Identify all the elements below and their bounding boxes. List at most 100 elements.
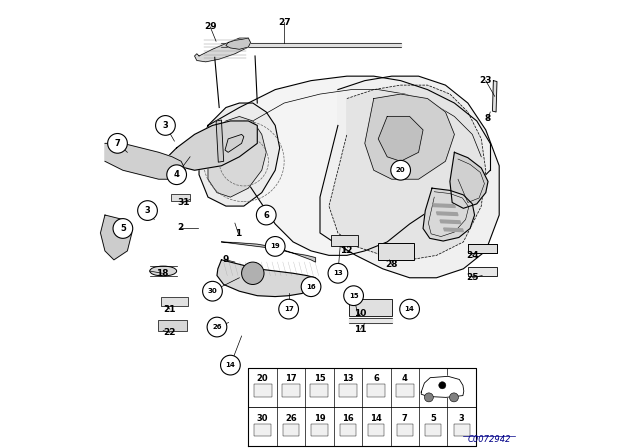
Text: C0072942: C0072942 bbox=[468, 435, 511, 444]
Text: 23: 23 bbox=[479, 76, 492, 85]
Text: 30: 30 bbox=[257, 414, 268, 423]
Polygon shape bbox=[329, 85, 486, 260]
Circle shape bbox=[439, 382, 446, 389]
Bar bbox=[468, 244, 497, 253]
Text: 12: 12 bbox=[340, 246, 352, 255]
Text: 17: 17 bbox=[285, 374, 297, 383]
Text: 31: 31 bbox=[177, 198, 189, 207]
Polygon shape bbox=[450, 152, 488, 208]
Text: 24: 24 bbox=[466, 251, 479, 260]
Bar bbox=[310, 384, 328, 397]
Circle shape bbox=[279, 299, 298, 319]
Text: 3: 3 bbox=[459, 414, 465, 423]
Text: 19: 19 bbox=[270, 243, 280, 250]
Text: 9: 9 bbox=[223, 255, 229, 264]
Circle shape bbox=[207, 317, 227, 337]
Bar bbox=[332, 235, 358, 246]
Text: 3: 3 bbox=[163, 121, 168, 130]
Polygon shape bbox=[421, 376, 464, 397]
Text: 6: 6 bbox=[373, 374, 380, 383]
Text: 29: 29 bbox=[204, 22, 216, 31]
Text: 3: 3 bbox=[145, 206, 150, 215]
Text: 13: 13 bbox=[342, 374, 354, 383]
Circle shape bbox=[203, 281, 222, 301]
Polygon shape bbox=[217, 260, 316, 297]
Bar bbox=[468, 267, 497, 276]
Text: 27: 27 bbox=[278, 18, 291, 27]
Bar bbox=[340, 425, 356, 436]
Circle shape bbox=[328, 263, 348, 283]
Bar bbox=[378, 243, 414, 260]
Polygon shape bbox=[349, 318, 392, 323]
Bar bbox=[161, 297, 188, 306]
Circle shape bbox=[156, 116, 175, 135]
Bar bbox=[396, 384, 413, 397]
Text: 22: 22 bbox=[164, 328, 176, 337]
Polygon shape bbox=[216, 120, 223, 162]
Polygon shape bbox=[433, 204, 455, 207]
Bar bbox=[454, 425, 470, 436]
Polygon shape bbox=[226, 38, 250, 49]
Bar bbox=[339, 384, 357, 397]
Text: 15: 15 bbox=[349, 293, 358, 299]
Circle shape bbox=[424, 393, 433, 402]
Polygon shape bbox=[436, 212, 458, 215]
Text: 19: 19 bbox=[314, 414, 325, 423]
Bar bbox=[253, 384, 271, 397]
Bar bbox=[349, 299, 392, 316]
Polygon shape bbox=[440, 220, 461, 224]
Text: 18: 18 bbox=[156, 269, 168, 278]
Text: 16: 16 bbox=[342, 414, 354, 423]
Circle shape bbox=[241, 262, 264, 284]
Text: 4: 4 bbox=[402, 374, 408, 383]
Circle shape bbox=[301, 277, 321, 297]
Text: 26: 26 bbox=[285, 414, 297, 423]
Polygon shape bbox=[221, 242, 316, 262]
Text: 5: 5 bbox=[430, 414, 436, 423]
Polygon shape bbox=[195, 38, 248, 62]
Ellipse shape bbox=[150, 266, 177, 276]
Text: 14: 14 bbox=[225, 362, 236, 368]
Text: 20: 20 bbox=[257, 374, 268, 383]
Text: 28: 28 bbox=[385, 260, 398, 269]
Text: 1: 1 bbox=[236, 229, 241, 238]
Circle shape bbox=[221, 355, 240, 375]
Polygon shape bbox=[444, 228, 463, 232]
Text: 11: 11 bbox=[354, 325, 367, 334]
Text: 6: 6 bbox=[263, 211, 269, 220]
Bar bbox=[312, 425, 328, 436]
Polygon shape bbox=[168, 121, 257, 170]
Circle shape bbox=[108, 134, 127, 153]
Bar bbox=[158, 320, 187, 331]
Polygon shape bbox=[221, 43, 401, 47]
Text: 17: 17 bbox=[284, 306, 294, 312]
Circle shape bbox=[391, 160, 410, 180]
Polygon shape bbox=[423, 188, 474, 241]
Circle shape bbox=[113, 219, 132, 238]
Text: 4: 4 bbox=[173, 170, 180, 179]
Bar bbox=[367, 384, 385, 397]
Circle shape bbox=[400, 299, 419, 319]
Text: 15: 15 bbox=[314, 374, 325, 383]
Circle shape bbox=[266, 237, 285, 256]
Bar bbox=[172, 194, 190, 201]
Bar bbox=[368, 425, 385, 436]
Bar bbox=[425, 425, 442, 436]
Circle shape bbox=[344, 286, 364, 306]
Circle shape bbox=[257, 205, 276, 225]
Text: 14: 14 bbox=[371, 414, 382, 423]
Text: 14: 14 bbox=[404, 306, 415, 312]
Circle shape bbox=[138, 201, 157, 220]
Text: 16: 16 bbox=[306, 284, 316, 290]
Text: 21: 21 bbox=[164, 305, 176, 314]
Bar bbox=[397, 425, 413, 436]
Polygon shape bbox=[208, 116, 266, 197]
Text: 13: 13 bbox=[333, 270, 343, 276]
Circle shape bbox=[167, 165, 186, 185]
Polygon shape bbox=[378, 116, 423, 161]
Bar bbox=[283, 425, 299, 436]
Text: 5: 5 bbox=[120, 224, 126, 233]
Bar bbox=[282, 384, 300, 397]
Polygon shape bbox=[320, 76, 499, 278]
Text: 2: 2 bbox=[177, 223, 183, 232]
